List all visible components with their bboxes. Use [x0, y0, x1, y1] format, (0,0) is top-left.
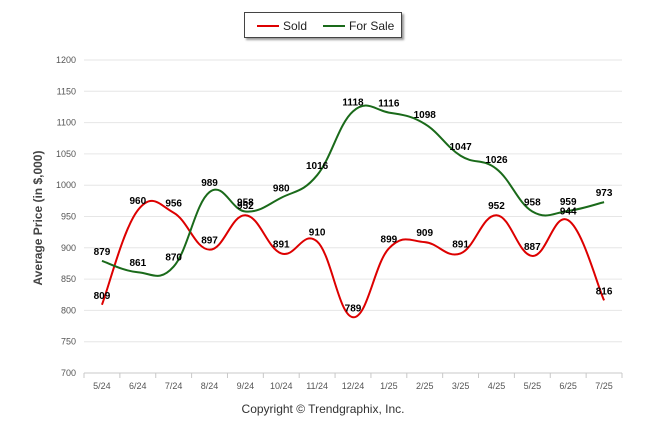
legend-for-sale-swatch: [323, 25, 345, 27]
data-label-sold: 952: [237, 201, 254, 212]
data-label-sold: 809: [94, 291, 111, 302]
data-label-sold: 899: [381, 234, 398, 245]
data-label-for-sale: 1098: [414, 110, 437, 121]
data-label-for-sale: 980: [273, 184, 290, 195]
x-tick-label: 4/25: [488, 381, 506, 391]
data-label-sold: 910: [309, 228, 326, 239]
x-tick-label: 7/25: [595, 381, 613, 391]
x-tick-label: 5/25: [524, 381, 542, 391]
y-tick-label: 1100: [57, 118, 76, 128]
data-label-for-sale: 1016: [306, 161, 329, 172]
series-line-sold: [100, 199, 605, 319]
y-tick-label: 1150: [57, 86, 76, 96]
x-tick-label: 1/25: [380, 381, 398, 391]
data-label-for-sale: 1118: [342, 97, 364, 108]
legend-for-sale-label: For Sale: [349, 19, 395, 33]
x-tick-label: 11/24: [306, 381, 328, 391]
data-label-for-sale: 1116: [378, 99, 400, 110]
x-tick-label: 10/24: [270, 381, 293, 391]
legend-sold-label: Sold: [283, 19, 308, 33]
legend: Sold For Sale: [244, 12, 402, 38]
data-label-sold: 891: [452, 239, 469, 250]
x-tick-label: 3/25: [452, 381, 470, 391]
y-tick-label: 750: [61, 337, 76, 347]
data-label-for-sale: 958: [237, 197, 254, 208]
y-tick-label: 700: [61, 368, 76, 378]
y-axis-title: Average Price (in $,000): [31, 150, 45, 286]
data-label-sold: 897: [201, 236, 218, 247]
data-label-for-sale: 989: [201, 178, 218, 189]
y-tick-label: 950: [61, 212, 76, 222]
x-tick-label: 12/24: [342, 381, 365, 391]
y-tick-label: 1000: [56, 180, 76, 190]
x-tick-label: 6/24: [129, 381, 147, 391]
data-label-for-sale: 870: [165, 253, 182, 264]
data-label-sold: 816: [596, 286, 613, 297]
x-tick-label: 6/25: [559, 381, 577, 391]
data-label-sold: 887: [524, 242, 541, 253]
x-tick-label: 7/24: [165, 381, 183, 391]
x-tick-label: 2/25: [416, 381, 434, 391]
data-label-sold: 944: [560, 206, 577, 217]
y-tick-label: 900: [61, 243, 76, 253]
legend-sold-swatch: [257, 25, 279, 27]
y-tick-label: 800: [61, 305, 76, 315]
data-label-for-sale: 1026: [485, 155, 508, 166]
data-label-for-sale: 973: [596, 188, 613, 199]
copyright-credit: Copyright © Trendgraphix, Inc.: [241, 402, 405, 416]
data-label-sold: 952: [488, 201, 505, 212]
data-label-for-sale: 958: [524, 197, 541, 208]
data-label-sold: 960: [129, 196, 146, 207]
data-label-for-sale: 861: [129, 258, 146, 269]
x-tick-label: 8/24: [201, 381, 219, 391]
series-line-for-sale: [101, 104, 605, 277]
y-tick-label: 850: [61, 274, 76, 284]
data-label-sold: 891: [273, 239, 290, 250]
data-label-sold: 789: [345, 303, 362, 314]
y-tick-label: 1050: [56, 149, 76, 159]
data-label-sold: 909: [416, 228, 433, 239]
x-tick-label: 5/24: [93, 381, 111, 391]
x-tick-label: 9/24: [237, 381, 255, 391]
y-tick-label: 1200: [56, 55, 76, 65]
data-label-for-sale: 879: [94, 247, 111, 258]
data-label-for-sale: 959: [560, 197, 577, 208]
data-label-sold: 956: [165, 199, 182, 210]
data-label-for-sale: 1047: [449, 142, 472, 153]
